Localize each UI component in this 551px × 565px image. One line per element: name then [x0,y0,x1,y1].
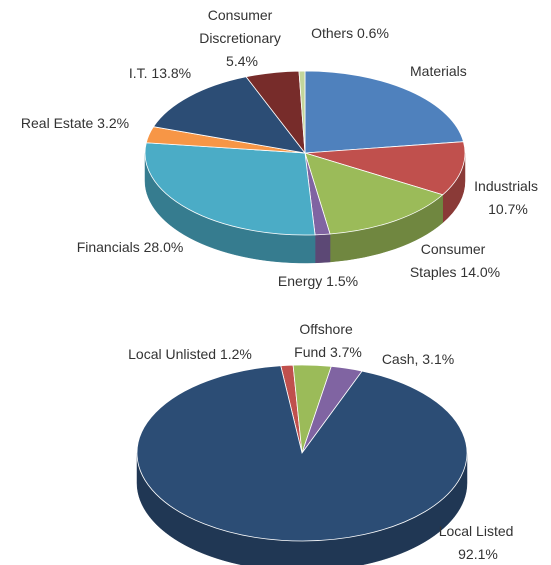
slice [152,76,306,154]
slice-label: Real Estate 3.2% [21,115,129,131]
slice-label: Materials [410,63,467,79]
slice-label: Local Listed 92.1% [439,523,518,562]
slice-label: Cash, 3.1% [382,351,454,367]
slice-label: Financials 28.0% [77,239,184,255]
label-line: 5.4% [226,53,258,69]
label-line: Discretionary [199,30,285,46]
slice-label: Consumer Staples 14.0% [410,241,500,280]
label-line: Consumer [421,241,489,257]
label-line: Staples 14.0% [410,264,500,280]
slice [298,70,306,154]
label-line: I.T. 13.8% [129,65,191,81]
label-line: Local Listed [439,523,518,539]
slice-side [314,233,331,264]
slice-label: Others 0.6% [311,25,389,41]
label-line: 92.1% [458,546,498,562]
slice [304,70,464,154]
slice-label: Local Unlisted 1.2% [128,346,252,362]
slice-label: Offshore Fund 3.7% [294,321,362,360]
slice-label: I.T. 13.8% [129,65,191,81]
label-line: Cash, 3.1% [382,351,454,367]
slice [304,141,466,196]
label-line: Fund 3.7% [294,344,362,360]
label-line: Others 0.6% [311,25,389,41]
slice-label: Consumer Discretionary 5.4% [199,7,285,69]
label-line: Offshore [299,321,356,337]
label-line: Consumer [208,7,276,23]
slice-label: Industrials 10.7% [474,178,542,217]
label-line: Materials [410,63,467,79]
label-line: 10.7% [488,201,528,217]
label-line: Real Estate 3.2% [21,115,129,131]
slice [144,142,316,236]
label-line: Industrials [474,178,542,194]
slice-label: Energy 1.5% [278,273,358,289]
slice [136,365,468,542]
label-line: Financials 28.0% [77,239,184,255]
slice [304,152,444,235]
label-line: Local Unlisted 1.2% [128,346,252,362]
label-line: Energy 1.5% [278,273,358,289]
